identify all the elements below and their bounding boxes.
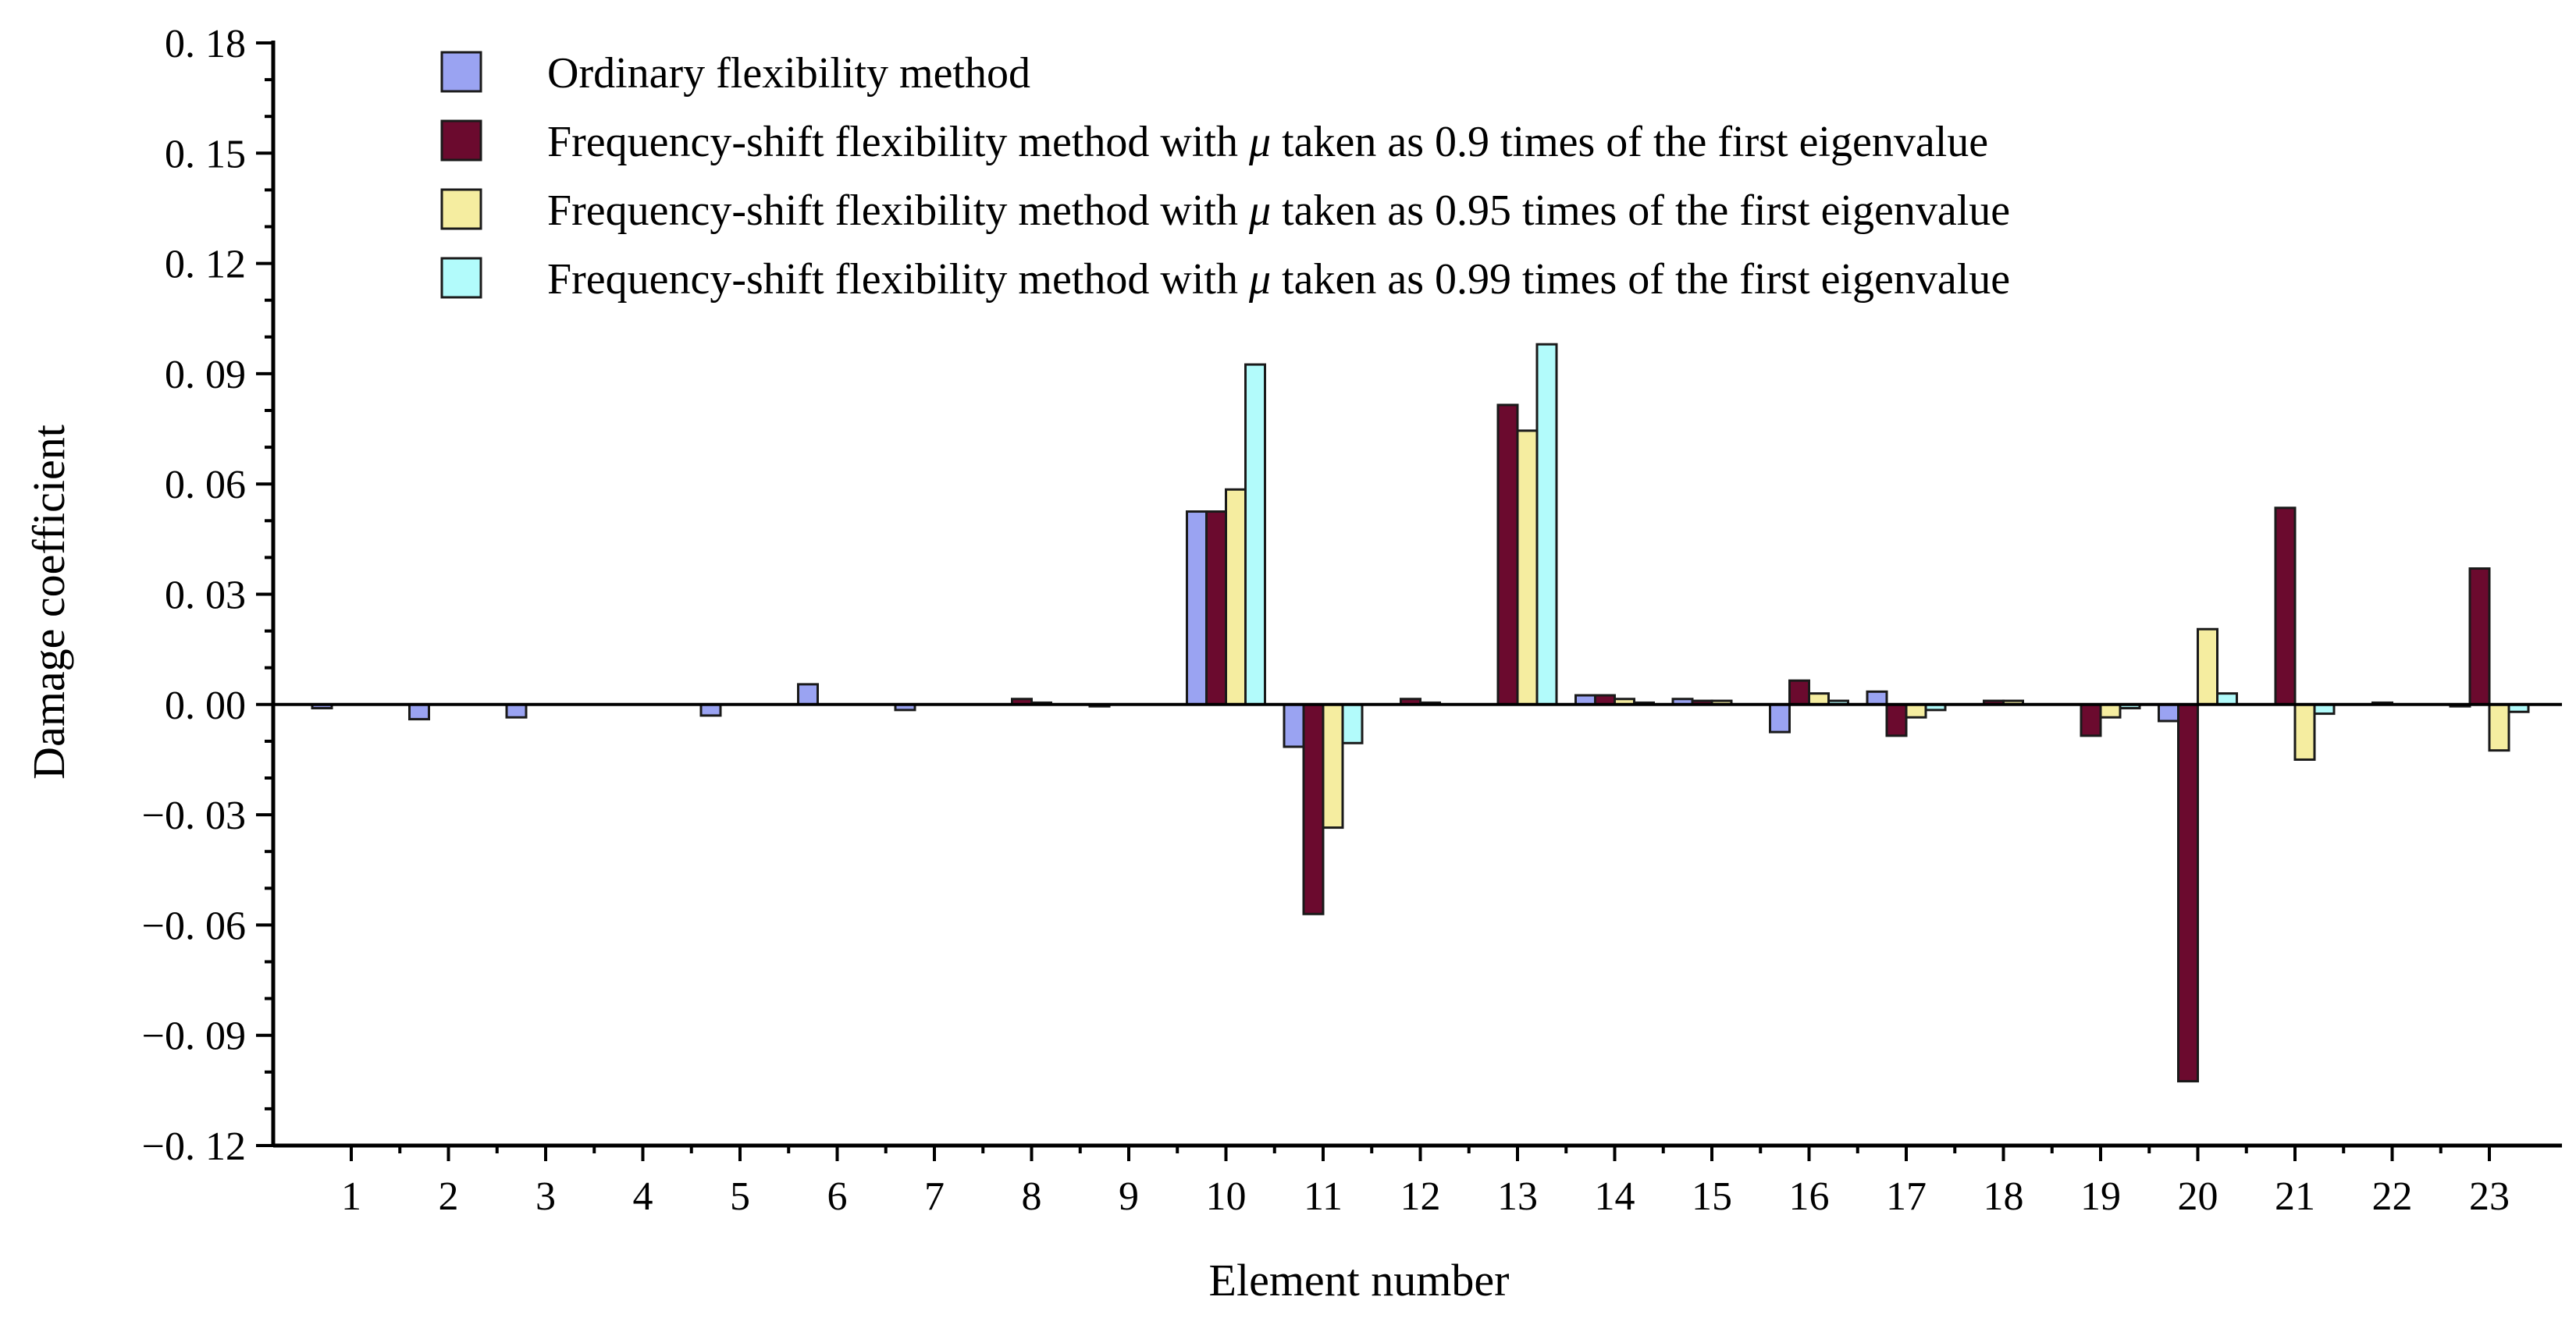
bar-series-3-element-19 bbox=[2099, 703, 2122, 719]
y-tick-label: 0. 06 bbox=[165, 463, 246, 507]
x-tick-label: 6 bbox=[827, 1174, 848, 1219]
x-tick-label: 9 bbox=[1119, 1174, 1139, 1219]
bar-series-1-element-10 bbox=[1186, 510, 1208, 706]
legend-label-4: Frequency-shift flexibility method with … bbox=[547, 255, 2010, 304]
x-tick-label: 19 bbox=[2080, 1174, 2121, 1219]
x-tick-label: 17 bbox=[1886, 1174, 1927, 1219]
legend-swatch-2 bbox=[440, 119, 482, 162]
bar-series-1-element-6 bbox=[797, 683, 819, 706]
x-tick-label: 2 bbox=[439, 1174, 459, 1219]
legend-label-2: Frequency-shift flexibility method with … bbox=[547, 118, 1988, 166]
legend-swatch-3 bbox=[440, 188, 482, 230]
bar-series-1-element-2 bbox=[408, 703, 430, 721]
bar-series-2-element-11 bbox=[1302, 703, 1325, 915]
bars-layer bbox=[311, 343, 2530, 1083]
legend: Ordinary flexibility method Frequency-shi… bbox=[440, 49, 2010, 304]
bar-series-4-element-10 bbox=[1244, 363, 1266, 706]
y-tick-label: −0. 06 bbox=[142, 904, 246, 948]
bar-series-2-element-17 bbox=[1885, 703, 1908, 737]
x-tick-label: 1 bbox=[341, 1174, 361, 1219]
y-tick-label: −0. 12 bbox=[142, 1124, 246, 1169]
x-tick-label: 8 bbox=[1022, 1174, 1042, 1219]
x-tick-label: 23 bbox=[2469, 1174, 2510, 1219]
bar-series-1-element-20 bbox=[2158, 703, 2179, 723]
bar-series-2-element-16 bbox=[1788, 679, 1810, 706]
bar-series-1-element-17 bbox=[1866, 690, 1888, 706]
bar-series-3-element-20 bbox=[2197, 627, 2218, 706]
x-tick-label: 20 bbox=[2178, 1174, 2218, 1219]
bar-series-1-element-5 bbox=[699, 703, 722, 717]
y-tick-label: 0. 12 bbox=[165, 243, 246, 287]
legend-label-1: Ordinary flexibility method bbox=[547, 49, 1030, 98]
x-axis-title: Element number bbox=[1209, 1255, 1510, 1306]
x-tick-label: 3 bbox=[535, 1174, 556, 1219]
y-tick-label: 0. 03 bbox=[165, 574, 246, 618]
x-tick-label: 11 bbox=[1304, 1174, 1343, 1219]
y-tick-label: 0. 18 bbox=[165, 22, 246, 66]
bar-series-2-element-23 bbox=[2468, 567, 2491, 706]
bar-series-1-element-11 bbox=[1283, 703, 1305, 748]
y-tick-label: 0. 09 bbox=[165, 353, 246, 397]
y-tick-label: 0. 15 bbox=[165, 132, 246, 176]
y-tick-label: −0. 09 bbox=[142, 1014, 246, 1059]
y-tick-label: 0. 00 bbox=[165, 684, 246, 728]
bar-series-3-element-21 bbox=[2293, 703, 2316, 761]
bar-series-2-element-13 bbox=[1496, 403, 1519, 706]
bar-series-3-element-23 bbox=[2488, 703, 2510, 752]
x-tick-label: 4 bbox=[633, 1174, 653, 1219]
x-tick-label: 22 bbox=[2372, 1174, 2413, 1219]
legend-swatch-4 bbox=[440, 257, 482, 299]
x-tick-label: 13 bbox=[1497, 1174, 1538, 1219]
bar-series-1-element-16 bbox=[1769, 703, 1791, 734]
bar-series-2-element-20 bbox=[2177, 703, 2199, 1083]
bar-series-4-element-11 bbox=[1341, 703, 1364, 744]
x-tick-label: 10 bbox=[1206, 1174, 1247, 1219]
bar-series-3-element-10 bbox=[1225, 488, 1247, 706]
x-tick-label: 14 bbox=[1595, 1174, 1635, 1219]
ticks-layer: 0. 18 0. 15 0. 12 0. 09 0. 06 0. 03 0. 00 −0. 0… bbox=[142, 22, 2510, 1219]
bar-series-1-element-3 bbox=[505, 703, 528, 719]
x-tick-label: 21 bbox=[2275, 1174, 2315, 1219]
x-tick-label: 12 bbox=[1400, 1174, 1441, 1219]
bar-series-3-element-11 bbox=[1322, 703, 1344, 830]
x-tick-label: 5 bbox=[730, 1174, 750, 1219]
x-tick-label: 16 bbox=[1789, 1174, 1830, 1219]
legend-swatch-1 bbox=[440, 51, 482, 93]
legend-label-3: Frequency-shift flexibility method with … bbox=[547, 187, 2010, 235]
x-tick-label: 15 bbox=[1692, 1174, 1732, 1219]
bar-series-3-element-13 bbox=[1516, 429, 1539, 706]
x-tick-label: 18 bbox=[1984, 1174, 2024, 1219]
x-tick-label: 7 bbox=[924, 1174, 945, 1219]
bar-series-3-element-16 bbox=[1808, 692, 1830, 706]
y-axis-title: Damage coefficient bbox=[23, 425, 74, 780]
bar-series-4-element-13 bbox=[1535, 343, 1558, 706]
bar-series-4-element-20 bbox=[2216, 692, 2238, 706]
bar-series-2-element-21 bbox=[2274, 506, 2297, 706]
bar-series-2-element-10 bbox=[1205, 510, 1227, 706]
bar-series-3-element-17 bbox=[1905, 703, 1927, 719]
y-tick-label: −0. 03 bbox=[142, 794, 246, 838]
bar-series-2-element-19 bbox=[2080, 703, 2102, 737]
